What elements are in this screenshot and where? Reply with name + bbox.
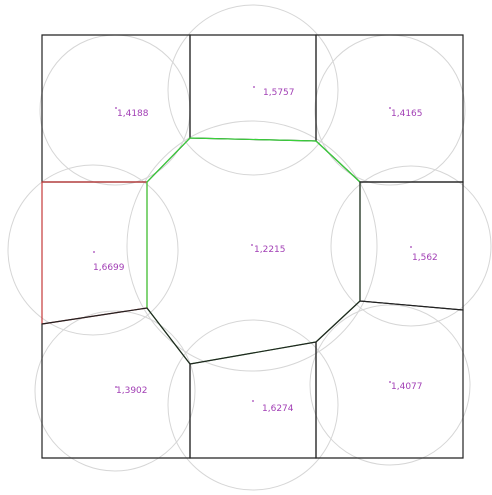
site-dot-top-center [253, 86, 255, 88]
site-dot-top-right [389, 107, 391, 109]
site-dot-center [251, 244, 253, 246]
site-dot-mid-right [410, 246, 412, 248]
cell-label-mid-right: 1,562 [412, 253, 438, 263]
circle-top-center [167, 4, 339, 176]
cell-mid-left [41, 181, 148, 325]
circle-top-left [39, 34, 191, 186]
circle-center [126, 120, 378, 372]
cell-bottom-right [315, 300, 464, 459]
circle-bottom-center [167, 319, 339, 491]
circle-bottom-left [34, 310, 196, 472]
label-layer: 1,4188 1,5757 1,4165 1,6699 1,2215 1,562… [93, 86, 438, 414]
circle-mid-right [330, 165, 492, 327]
circle-bottom-right [309, 304, 471, 466]
site-dot-bottom-left [115, 386, 117, 388]
cell-layer [41, 34, 464, 459]
cell-top-center [189, 34, 317, 142]
site-dot-bottom-center [252, 400, 254, 402]
circle-mid-left [7, 164, 179, 336]
circle-top-right [314, 34, 466, 186]
circle-layer [7, 4, 492, 491]
cell-label-top-left: 1,4188 [117, 109, 149, 119]
cell-label-top-center: 1,5757 [263, 88, 295, 98]
cell-label-mid-left: 1,6699 [93, 263, 125, 273]
site-dot-mid-left [93, 251, 95, 253]
cell-mid-right [359, 181, 464, 311]
cell-label-bottom-right: 1,4077 [391, 382, 423, 392]
cell-bottom-center [189, 341, 317, 459]
cell-label-top-right: 1,4165 [391, 109, 423, 119]
site-dot-bottom-right [389, 381, 391, 383]
cell-label-bottom-center: 1,6274 [262, 404, 294, 414]
cell-label-center: 1,2215 [254, 245, 286, 255]
site-dot-top-left [115, 107, 117, 109]
cell-label-bottom-left: 1,3902 [116, 386, 148, 396]
